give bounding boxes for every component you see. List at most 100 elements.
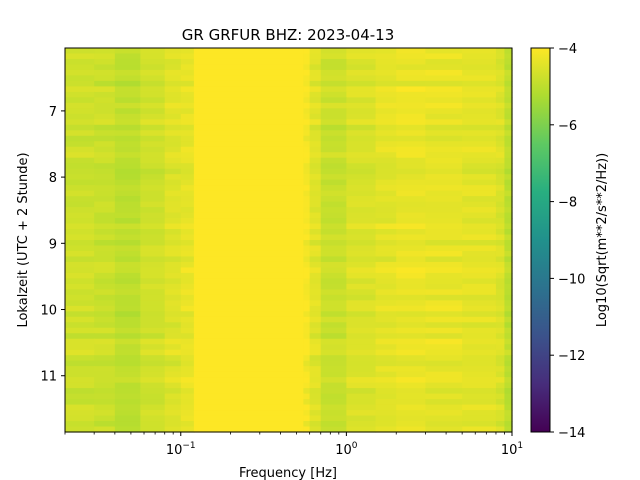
heatmap-cell bbox=[164, 163, 182, 170]
heatmap-cell bbox=[164, 382, 182, 389]
heatmap-cell bbox=[504, 58, 513, 66]
heatmap-cell bbox=[504, 360, 513, 367]
heatmap-cell bbox=[504, 141, 513, 148]
heatmap-cell bbox=[504, 97, 513, 104]
heatmap-cell bbox=[346, 201, 377, 208]
heatmap-cell bbox=[140, 229, 166, 236]
heatmap-cell bbox=[180, 245, 195, 252]
heatmap-cell bbox=[180, 80, 195, 87]
heatmap-cell bbox=[309, 69, 322, 77]
heatmap-cell bbox=[180, 48, 195, 55]
heatmap-cell bbox=[309, 338, 322, 345]
heatmap-cell bbox=[164, 69, 182, 77]
heatmap-cell bbox=[309, 108, 322, 115]
heatmap-cell bbox=[375, 130, 397, 137]
heatmap-cell bbox=[375, 388, 397, 395]
heatmap-cell bbox=[193, 272, 304, 279]
heatmap-cell bbox=[425, 333, 463, 340]
heatmap-cell bbox=[346, 174, 377, 181]
heatmap-cell bbox=[114, 86, 141, 93]
heatmap-cell bbox=[94, 97, 116, 104]
heatmap-cell bbox=[504, 64, 513, 71]
heatmap-cell bbox=[193, 174, 304, 181]
heatmap-cell bbox=[346, 130, 377, 137]
heatmap-cell bbox=[320, 91, 347, 98]
heatmap-cell bbox=[375, 58, 397, 66]
heatmap-cell bbox=[65, 322, 95, 329]
heatmap-cell bbox=[303, 234, 311, 241]
heatmap-cell bbox=[94, 179, 116, 186]
heatmap-cell bbox=[495, 152, 506, 159]
heatmap-cell bbox=[164, 388, 182, 395]
heatmap-cell bbox=[65, 289, 95, 296]
heatmap-cell bbox=[164, 366, 182, 373]
heatmap-cell bbox=[495, 415, 506, 422]
heatmap-cell bbox=[303, 146, 311, 153]
heatmap-cell bbox=[346, 146, 377, 153]
heatmap-cell bbox=[164, 327, 182, 334]
heatmap-cell bbox=[94, 64, 116, 71]
heatmap-cell bbox=[180, 316, 195, 323]
heatmap-cell bbox=[462, 404, 497, 411]
heatmap-cell bbox=[65, 141, 95, 148]
heatmap-cell bbox=[309, 283, 322, 290]
heatmap-cell bbox=[140, 404, 166, 411]
heatmap-cell bbox=[164, 201, 182, 208]
heatmap-cell bbox=[504, 371, 513, 378]
heatmap-cell bbox=[65, 404, 95, 411]
heatmap-cell bbox=[425, 316, 463, 323]
heatmap-cell bbox=[164, 196, 182, 203]
heatmap-cell bbox=[65, 146, 95, 153]
heatmap-cell bbox=[164, 404, 182, 411]
heatmap-cell bbox=[164, 64, 182, 71]
heatmap-cell bbox=[495, 190, 506, 197]
heatmap-cell bbox=[396, 163, 426, 170]
heatmap-cell bbox=[94, 382, 116, 389]
heatmap-cell bbox=[320, 245, 347, 252]
heatmap-cell bbox=[346, 218, 377, 225]
heatmap-cell bbox=[346, 278, 377, 285]
heatmap-cell bbox=[462, 196, 497, 203]
heatmap-cell bbox=[140, 212, 166, 219]
heatmap-cell bbox=[320, 410, 347, 417]
heatmap-cell bbox=[320, 75, 347, 82]
heatmap-cell bbox=[193, 382, 304, 389]
heatmap-cell bbox=[462, 360, 497, 367]
heatmap-cell bbox=[140, 185, 166, 192]
heatmap-cell bbox=[164, 410, 182, 417]
heatmap-cell bbox=[303, 207, 311, 214]
heatmap-cell bbox=[396, 338, 426, 345]
heatmap-cell bbox=[303, 113, 311, 120]
heatmap-cell bbox=[303, 289, 311, 296]
heatmap-cell bbox=[164, 119, 182, 126]
heatmap-cell bbox=[164, 311, 182, 318]
heatmap-cell bbox=[94, 69, 116, 77]
heatmap-cell bbox=[396, 311, 426, 318]
heatmap-cell bbox=[375, 421, 397, 428]
heatmap-cell bbox=[495, 97, 506, 104]
heatmap-cell bbox=[114, 185, 141, 192]
heatmap-cell bbox=[164, 240, 182, 247]
heatmap-cell bbox=[180, 426, 195, 433]
heatmap-cell bbox=[504, 256, 513, 263]
heatmap-cell bbox=[425, 289, 463, 296]
heatmap-cell bbox=[396, 388, 426, 395]
heatmap-cell bbox=[504, 168, 513, 175]
heatmap-cell bbox=[180, 240, 195, 247]
heatmap-cell bbox=[303, 250, 311, 258]
heatmap-cell bbox=[309, 201, 322, 208]
heatmap-cell bbox=[425, 64, 463, 71]
plot-frame bbox=[64, 47, 513, 433]
heatmap-cell bbox=[425, 130, 463, 137]
heatmap-cell bbox=[114, 102, 141, 109]
heatmap-cell bbox=[495, 69, 506, 77]
heatmap-cell bbox=[65, 344, 95, 351]
heatmap-cell bbox=[346, 338, 377, 345]
heatmap-cell bbox=[65, 163, 95, 170]
heatmap-cell bbox=[140, 289, 166, 296]
heatmap-cell bbox=[320, 300, 347, 307]
heatmap-cell bbox=[396, 377, 426, 384]
heatmap-cell bbox=[164, 146, 182, 153]
heatmap-cell bbox=[396, 349, 426, 356]
heatmap-cell bbox=[303, 75, 311, 82]
